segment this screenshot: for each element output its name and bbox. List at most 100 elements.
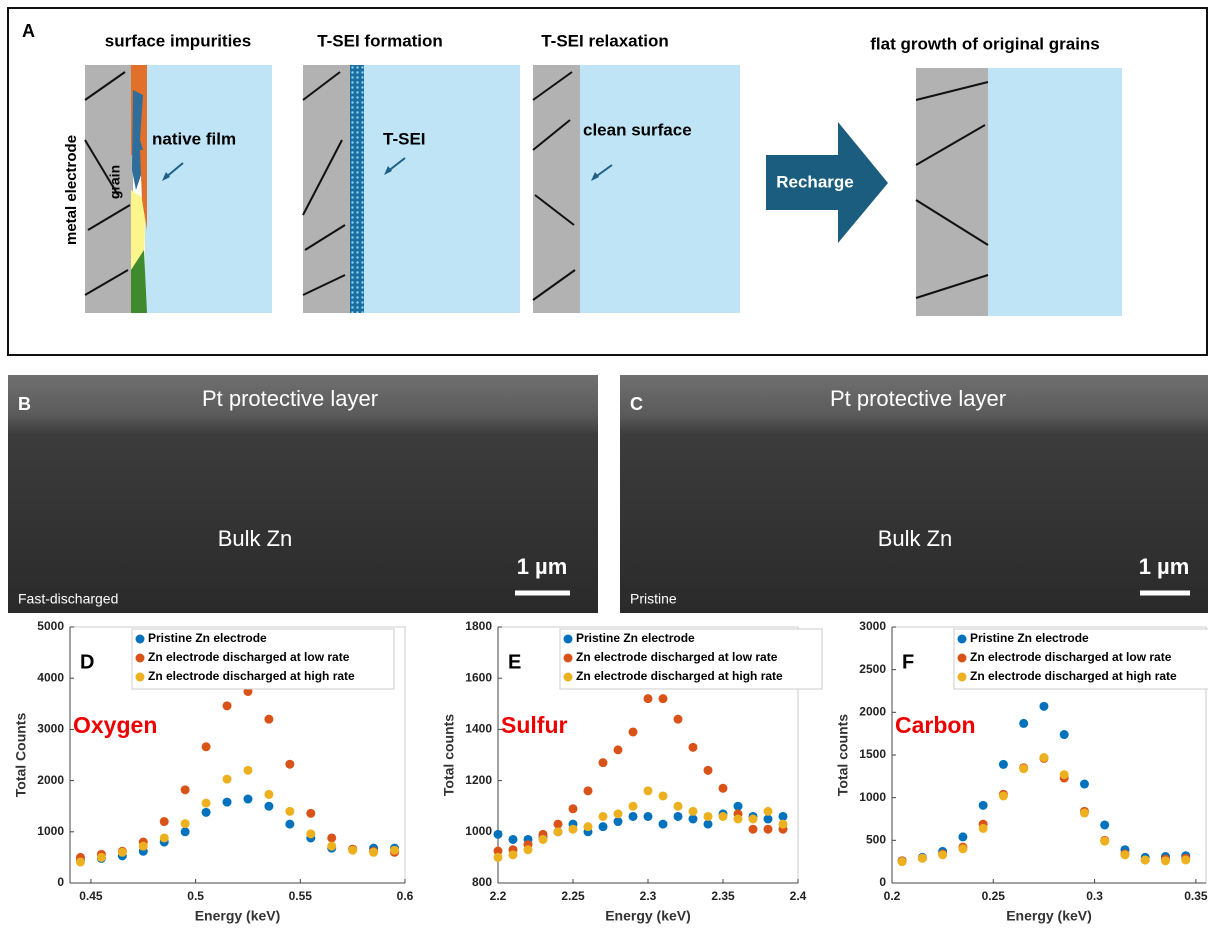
data-point bbox=[628, 801, 638, 811]
data-point bbox=[613, 817, 623, 827]
y-axis-label: Total counts bbox=[835, 714, 851, 796]
data-point bbox=[613, 745, 623, 755]
y-tick-label: 3000 bbox=[859, 619, 886, 633]
data-point bbox=[978, 800, 988, 810]
y-tick-label: 1000 bbox=[465, 824, 492, 838]
data-point bbox=[180, 785, 190, 795]
y-tick-label: 2000 bbox=[37, 773, 64, 787]
data-point bbox=[538, 834, 548, 844]
bulk-label: Bulk Zn bbox=[878, 526, 953, 551]
data-point bbox=[688, 806, 698, 816]
legend-box bbox=[953, 628, 1208, 690]
data-point bbox=[643, 694, 653, 704]
legend-marker bbox=[563, 634, 573, 644]
y-tick-label: 1400 bbox=[465, 722, 492, 736]
data-point bbox=[390, 845, 400, 855]
data-point bbox=[1039, 753, 1049, 763]
step-title: surface impurities bbox=[105, 31, 251, 50]
x-tick-label: 2.25 bbox=[561, 889, 585, 903]
data-point bbox=[201, 742, 211, 752]
data-point bbox=[703, 811, 713, 821]
data-point bbox=[897, 857, 907, 867]
panel-label: F bbox=[902, 651, 914, 673]
data-point bbox=[1140, 855, 1150, 865]
data-point bbox=[369, 847, 379, 857]
data-point bbox=[264, 714, 274, 724]
y-tick-label: 5000 bbox=[37, 619, 64, 633]
panel-label: E bbox=[508, 651, 521, 673]
data-point bbox=[978, 823, 988, 833]
data-point bbox=[553, 827, 563, 837]
step-title: T-SEI formation bbox=[317, 31, 443, 50]
legend-label: Zn electrode discharged at high rate bbox=[148, 669, 355, 683]
x-tick-label: 2.2 bbox=[490, 889, 507, 903]
data-point bbox=[1019, 764, 1029, 774]
x-tick-label: 0.5 bbox=[187, 889, 204, 903]
data-point bbox=[613, 809, 623, 819]
data-point bbox=[703, 819, 713, 829]
data-point bbox=[180, 819, 190, 829]
data-point bbox=[1059, 730, 1069, 740]
data-point bbox=[264, 789, 274, 799]
data-point bbox=[658, 791, 668, 801]
data-point bbox=[285, 759, 295, 769]
x-tick-label: 0.2 bbox=[884, 889, 901, 903]
data-point bbox=[598, 758, 608, 768]
data-point bbox=[1100, 820, 1110, 830]
data-point bbox=[138, 841, 148, 851]
x-tick-label: 0.55 bbox=[289, 889, 313, 903]
data-point bbox=[243, 794, 253, 804]
data-point bbox=[718, 783, 728, 793]
data-point bbox=[673, 801, 683, 811]
legend-label: Zn electrode discharged at low rate bbox=[148, 650, 350, 664]
legend-label: Zn electrode discharged at high rate bbox=[576, 669, 783, 683]
data-point bbox=[1079, 779, 1089, 789]
data-point bbox=[1120, 850, 1130, 860]
legend-label: Pristine Zn electrode bbox=[970, 631, 1089, 645]
data-point bbox=[285, 819, 295, 829]
element-label: Oxygen bbox=[73, 712, 157, 738]
y-tick-label: 1600 bbox=[465, 670, 492, 684]
x-axis-label: Energy (keV) bbox=[1006, 908, 1092, 924]
y-tick-label: 4000 bbox=[37, 670, 64, 684]
y-tick-label: 0 bbox=[879, 875, 886, 889]
data-point bbox=[763, 824, 773, 834]
data-point bbox=[96, 852, 106, 862]
sem-image bbox=[8, 375, 598, 613]
data-point bbox=[1079, 808, 1089, 818]
data-point bbox=[643, 811, 653, 821]
legend-marker bbox=[135, 634, 145, 644]
data-point bbox=[508, 834, 518, 844]
recharge-arrow bbox=[766, 122, 888, 243]
x-tick-label: 0.35 bbox=[1184, 889, 1208, 903]
data-point bbox=[568, 824, 578, 834]
data-point bbox=[583, 786, 593, 796]
data-point bbox=[628, 727, 638, 737]
legend-marker bbox=[563, 653, 573, 663]
y-tick-label: 3000 bbox=[37, 722, 64, 736]
data-point bbox=[778, 811, 788, 821]
data-point bbox=[159, 833, 169, 843]
legend-box bbox=[559, 628, 823, 690]
legend-label: Zn electrode discharged at high rate bbox=[970, 669, 1177, 683]
data-point bbox=[778, 819, 788, 829]
data-point bbox=[508, 850, 518, 860]
condition-label: Pristine bbox=[630, 591, 677, 607]
data-point bbox=[523, 845, 533, 855]
data-point bbox=[917, 853, 927, 863]
data-point bbox=[643, 786, 653, 796]
data-point bbox=[628, 811, 638, 821]
y-tick-label: 1200 bbox=[465, 773, 492, 787]
callout: clean surface bbox=[583, 120, 692, 139]
legend-label: Pristine Zn electrode bbox=[576, 631, 695, 645]
x-tick-label: 0.25 bbox=[982, 889, 1006, 903]
data-point bbox=[348, 845, 358, 855]
sem-image bbox=[620, 375, 1208, 613]
bulk-label: Bulk Zn bbox=[218, 526, 293, 551]
step-4 bbox=[915, 68, 1122, 316]
step-3 bbox=[532, 65, 740, 313]
panel-label: A bbox=[22, 21, 35, 41]
legend-marker bbox=[135, 672, 145, 682]
data-point bbox=[264, 801, 274, 811]
scale-label: 1 µm bbox=[1139, 554, 1190, 579]
